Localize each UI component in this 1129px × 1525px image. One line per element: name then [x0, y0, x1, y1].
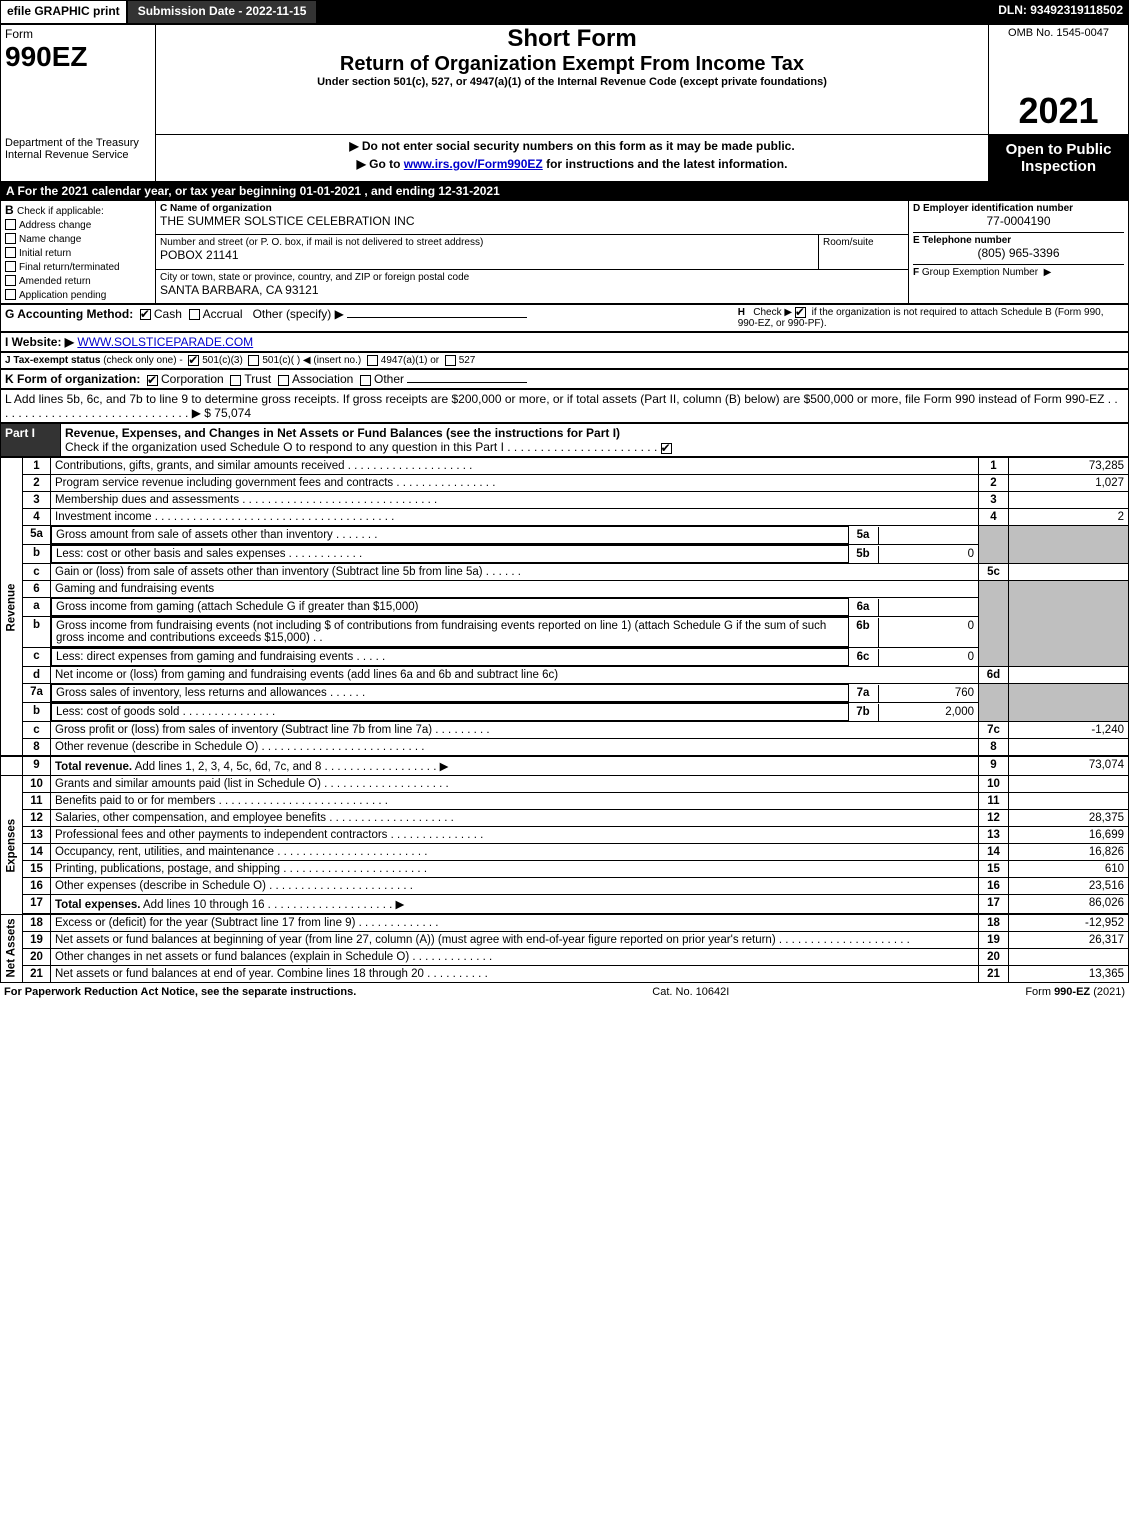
city-label: City or town, state or province, country… [160, 272, 904, 283]
checkbox-501c3[interactable] [188, 355, 199, 366]
efile-print-label[interactable]: efile GRAPHIC print [0, 0, 127, 24]
expenses-section-label: Expenses [1, 776, 23, 915]
checkbox-amended-return[interactable] [5, 275, 16, 286]
other-org-input[interactable] [407, 382, 527, 383]
part1-label: Part I [5, 426, 35, 440]
checkbox-corporation[interactable] [147, 375, 158, 386]
checkbox-initial-return[interactable] [5, 247, 16, 258]
checkbox-trust[interactable] [230, 375, 241, 386]
part1-title: Revenue, Expenses, and Changes in Net As… [65, 426, 1124, 440]
room-suite-label: Room/suite [823, 237, 904, 248]
section-g-label: G Accounting Method: [5, 307, 133, 321]
form-header: Form 990EZ Short Form Return of Organiza… [0, 24, 1129, 182]
goto-suffix: for instructions and the latest informat… [543, 157, 788, 171]
checkbox-application-pending[interactable] [5, 289, 16, 300]
section-k-label: K Form of organization: [5, 372, 140, 386]
checkbox-schedule-b[interactable] [795, 307, 806, 318]
ein-value: 77-0004190 [913, 214, 1124, 228]
footer-right: Form 990-EZ (2021) [1025, 986, 1125, 998]
checkbox-address-change[interactable] [5, 219, 16, 230]
financial-table: Revenue 1 Contributions, gifts, grants, … [0, 457, 1129, 983]
section-f-label: F Group Exemption Number ▶ [913, 264, 1124, 278]
checkbox-accrual[interactable] [189, 309, 200, 320]
main-title: Return of Organization Exempt From Incom… [166, 53, 978, 76]
section-j-label: J Tax-exempt status [5, 355, 100, 366]
tax-year: 2021 [993, 90, 1124, 132]
g-h-block: G Accounting Method: Cash Accrual Other … [0, 304, 1129, 332]
checkbox-527[interactable] [445, 355, 456, 366]
open-public-inspection: Open to Public Inspection [989, 135, 1129, 182]
section-h-label: H [738, 307, 745, 318]
part1-check-text: Check if the organization used Schedule … [65, 440, 1124, 454]
identity-block: B Check if applicable: Address change Na… [0, 200, 1129, 304]
checkbox-other-org[interactable] [360, 375, 371, 386]
part1-header: Part I Revenue, Expenses, and Changes in… [0, 423, 1129, 457]
revenue-section-label: Revenue [1, 458, 23, 757]
section-a-bar: A For the 2021 calendar year, or tax yea… [0, 182, 1129, 200]
page-footer: For Paperwork Reduction Act Notice, see … [0, 983, 1129, 1001]
goto-prefix: ▶ Go to [357, 157, 404, 171]
section-i-label: I Website: ▶ [5, 335, 74, 349]
form-number: 990EZ [5, 41, 88, 72]
footer-mid: Cat. No. 10642I [652, 986, 729, 998]
checkbox-final-return[interactable] [5, 261, 16, 272]
dln-label: DLN: 93492319118502 [992, 0, 1129, 24]
dept-label: Department of the Treasury Internal Reve… [5, 137, 151, 161]
checkbox-501c[interactable] [248, 355, 259, 366]
irs-link[interactable]: www.irs.gov/Form990EZ [404, 157, 543, 171]
instruction-goto: ▶ Go to www.irs.gov/Form990EZ for instru… [160, 155, 984, 173]
checkbox-association[interactable] [278, 375, 289, 386]
section-l-text: L Add lines 5b, 6c, and 7b to line 9 to … [5, 392, 1118, 420]
website-link[interactable]: WWW.SOLSTICEPARADE.COM [77, 335, 253, 349]
line-amount: 73,285 [1009, 458, 1129, 475]
section-d-label: D Employer identification number [913, 203, 1124, 214]
phone-value: (805) 965-3396 [913, 246, 1124, 260]
section-c-name-label: C Name of organization [160, 203, 904, 214]
other-specify-label: Other (specify) ▶ [253, 307, 344, 321]
footer-left: For Paperwork Reduction Act Notice, see … [4, 986, 356, 998]
street-value: POBOX 21141 [160, 248, 814, 262]
netassets-section-label: Net Assets [1, 914, 23, 983]
form-word: Form [5, 27, 33, 41]
line-no: 1 [23, 458, 51, 475]
other-specify-input[interactable] [347, 317, 527, 318]
checkbox-4947[interactable] [367, 355, 378, 366]
short-form-title: Short Form [166, 25, 978, 53]
street-label: Number and street (or P. O. box, if mail… [160, 237, 814, 248]
section-b: B Check if applicable: Address change Na… [5, 203, 151, 301]
line-desc: Contributions, gifts, grants, and simila… [51, 458, 979, 475]
checkbox-cash[interactable] [140, 309, 151, 320]
line-rno: 1 [979, 458, 1009, 475]
checkbox-name-change[interactable] [5, 233, 16, 244]
omb-number: OMB No. 1545-0047 [993, 27, 1124, 39]
org-name: THE SUMMER SOLSTICE CELEBRATION INC [160, 214, 904, 228]
checkbox-schedule-o-part1[interactable] [661, 443, 672, 454]
section-e-label: E Telephone number [913, 232, 1124, 246]
instruction-ssn: ▶ Do not enter social security numbers o… [160, 137, 984, 155]
gross-receipts-amount: 75,074 [214, 406, 251, 420]
submission-date-label: Submission Date - 2022-11-15 [127, 0, 318, 24]
city-value: SANTA BARBARA, CA 93121 [160, 283, 904, 297]
subtitle: Under section 501(c), 527, or 4947(a)(1)… [166, 76, 978, 88]
top-bar: efile GRAPHIC print Submission Date - 20… [0, 0, 1129, 24]
